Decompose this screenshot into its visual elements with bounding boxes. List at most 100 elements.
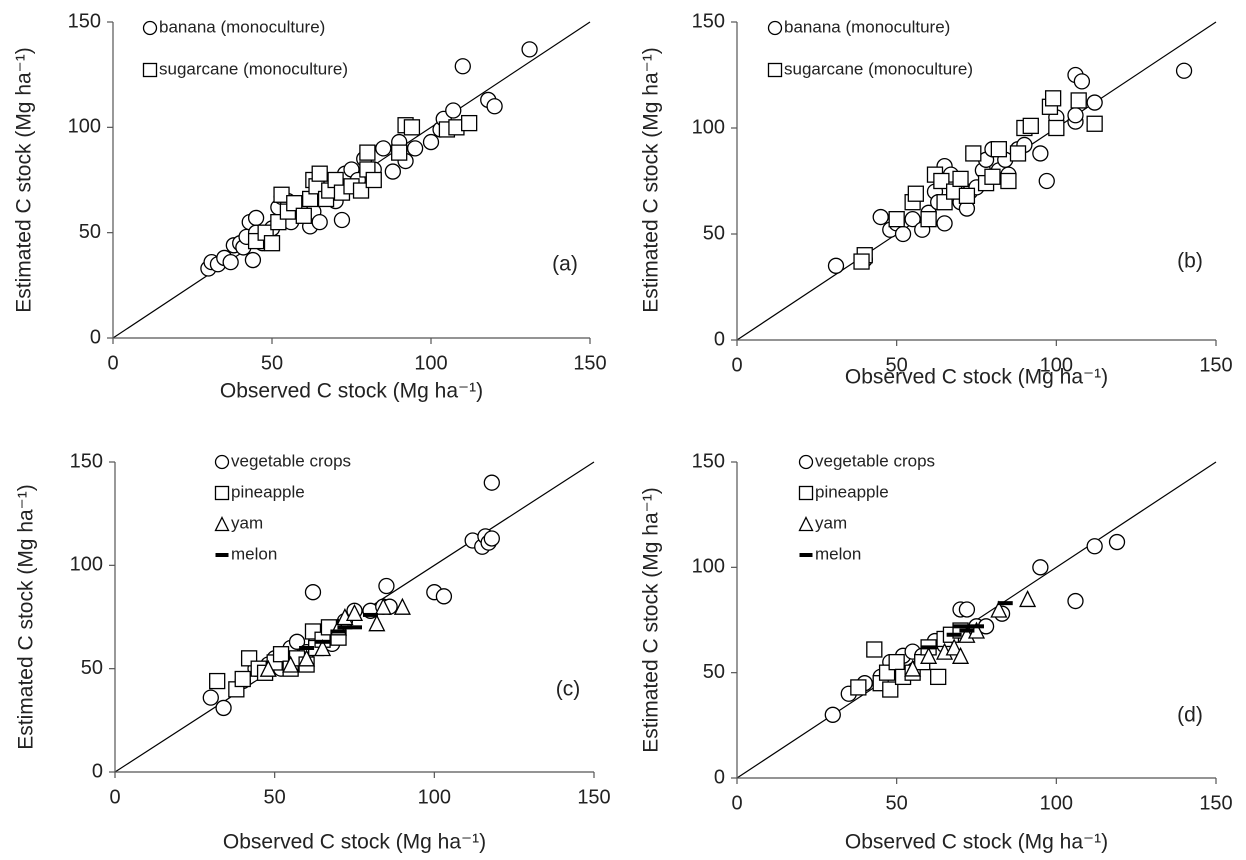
point xyxy=(314,639,332,657)
point xyxy=(347,625,362,630)
point xyxy=(311,213,328,231)
point xyxy=(888,211,905,228)
legend-marker xyxy=(767,62,783,78)
point xyxy=(483,530,500,547)
point xyxy=(375,140,392,157)
legend-label: yam xyxy=(815,513,847,532)
point xyxy=(1108,533,1126,551)
point xyxy=(882,681,899,698)
point xyxy=(222,254,239,271)
point xyxy=(454,58,471,75)
point xyxy=(1067,592,1084,610)
point xyxy=(990,600,1008,618)
x-axis-title: Observed C stock (Mg ha⁻¹) xyxy=(845,366,1108,389)
legend-marker xyxy=(142,20,158,36)
y-tick-label: 50 xyxy=(81,657,103,679)
point xyxy=(1019,589,1037,608)
y-tick-label: 50 xyxy=(79,221,101,243)
y-tick-label: 150 xyxy=(692,10,725,32)
y-tick-label: 50 xyxy=(703,661,725,683)
y-tick-label: 100 xyxy=(692,556,725,578)
y-tick-label: 0 xyxy=(714,766,725,788)
y-tick-label: 0 xyxy=(90,326,101,348)
legend-label: banana (monoculture) xyxy=(159,17,325,36)
point xyxy=(936,215,953,232)
point xyxy=(824,706,841,723)
point xyxy=(1086,115,1103,132)
y-tick-label: 150 xyxy=(68,10,101,32)
x-tick-label: 150 xyxy=(577,786,610,808)
point xyxy=(263,235,281,252)
legend-label: sugarcane (monoculture) xyxy=(784,59,973,78)
point xyxy=(391,144,408,161)
x-tick-label: 150 xyxy=(1199,354,1232,376)
point xyxy=(247,209,265,227)
point xyxy=(435,588,453,605)
point xyxy=(486,98,503,115)
legend-marker xyxy=(798,485,814,501)
legend-marker xyxy=(798,516,814,532)
legend-label: melon xyxy=(815,544,861,563)
point xyxy=(1009,145,1027,162)
point xyxy=(445,102,462,119)
point xyxy=(904,659,922,677)
point xyxy=(365,171,382,189)
point xyxy=(1000,172,1017,190)
point xyxy=(521,41,538,58)
point xyxy=(352,182,370,199)
point xyxy=(368,614,386,632)
x-tick-label: 150 xyxy=(1199,792,1232,814)
x-tick-label: 0 xyxy=(109,786,120,808)
point xyxy=(1048,119,1065,137)
point xyxy=(272,646,290,663)
legend-label: pineapple xyxy=(231,482,305,501)
point xyxy=(953,624,969,629)
x-tick-label: 100 xyxy=(1040,792,1073,814)
point xyxy=(853,253,870,270)
point xyxy=(920,646,938,664)
y-tick-label: 0 xyxy=(714,328,725,350)
point xyxy=(958,601,976,618)
x-tick-label: 50 xyxy=(886,792,908,814)
point xyxy=(259,659,277,677)
panel-label: (c) xyxy=(556,678,581,701)
point xyxy=(304,584,322,601)
point xyxy=(406,140,424,157)
point xyxy=(273,186,290,203)
point xyxy=(244,251,262,269)
point xyxy=(234,670,251,688)
point xyxy=(298,649,316,667)
x-tick-label: 50 xyxy=(264,786,286,808)
point xyxy=(990,141,1008,158)
legend-marker xyxy=(142,62,158,78)
point xyxy=(315,639,331,644)
panel-label: (b) xyxy=(1177,250,1203,273)
point xyxy=(888,653,905,671)
x-tick-label: 0 xyxy=(731,354,742,376)
point xyxy=(374,597,392,615)
y-tick-label: 100 xyxy=(70,554,103,576)
y-tick-label: 100 xyxy=(68,116,101,138)
legend-marker xyxy=(215,553,229,557)
x-tick-label: 150 xyxy=(573,352,606,374)
point xyxy=(946,632,962,637)
legend-marker xyxy=(798,454,814,470)
point xyxy=(945,638,963,656)
point xyxy=(215,699,232,717)
x-tick-label: 50 xyxy=(886,354,908,376)
legend-label: vegetable crops xyxy=(815,451,935,470)
y-tick-label: 150 xyxy=(692,450,725,472)
x-tick-label: 0 xyxy=(731,792,742,814)
x-axis-title: Observed C stock (Mg ha⁻¹) xyxy=(845,831,1108,854)
point xyxy=(286,195,303,212)
legend-marker xyxy=(214,516,230,532)
point xyxy=(1067,107,1084,124)
legend-marker xyxy=(799,553,813,557)
y-tick-label: 100 xyxy=(692,116,725,138)
point xyxy=(930,668,947,686)
point xyxy=(209,672,226,690)
point xyxy=(461,114,478,132)
y-axis-title: Estimated C stock (Mg ha⁻¹) xyxy=(13,47,36,312)
